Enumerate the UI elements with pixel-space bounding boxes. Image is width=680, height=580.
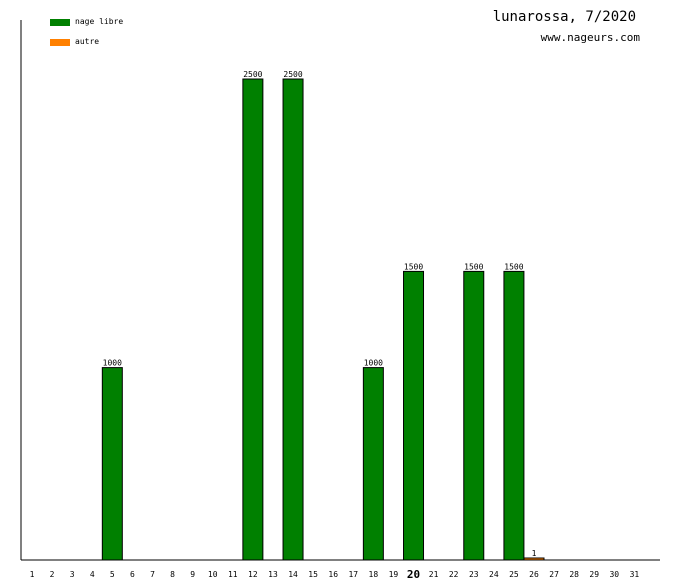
x-tick-label-8: 8 xyxy=(170,570,175,579)
bar-nage-libre-day-25 xyxy=(503,270,525,561)
x-tick-label-22: 22 xyxy=(449,570,459,579)
x-tick-label-1: 1 xyxy=(30,570,35,579)
x-tick-label-9: 9 xyxy=(190,570,195,579)
x-tick-label-30: 30 xyxy=(609,570,619,579)
x-tick-label-29: 29 xyxy=(589,570,599,579)
bar-nage-libre-day-14 xyxy=(282,78,304,561)
x-tick-label-3: 3 xyxy=(70,570,75,579)
data-label-nage-libre-day-5: 1000 xyxy=(103,359,122,368)
legend-swatch-autre xyxy=(50,39,70,46)
x-tick-label-17: 17 xyxy=(348,570,358,579)
legend-swatch-nage-libre xyxy=(50,19,70,26)
site-url: www.nageurs.com xyxy=(540,31,640,44)
data-label-nage-libre-day-18: 1000 xyxy=(364,359,383,368)
data-label-nage-libre-day-14: 2500 xyxy=(283,70,302,79)
x-tick-label-16: 16 xyxy=(328,570,338,579)
legend-label-autre: autre xyxy=(75,37,100,46)
x-tick-label-2: 2 xyxy=(50,570,55,579)
data-label-autre-day-26: 1 xyxy=(532,549,537,558)
x-tick-label-18: 18 xyxy=(369,570,379,579)
x-tick-label-11: 11 xyxy=(228,570,238,579)
bar-nage-libre-day-20 xyxy=(403,270,425,561)
x-tick-label-19: 19 xyxy=(389,570,399,579)
x-tick-label-27: 27 xyxy=(549,570,559,579)
x-tick-label-15: 15 xyxy=(308,570,318,579)
bar-nage-libre-day-18 xyxy=(362,367,384,561)
data-label-nage-libre-day-25: 1500 xyxy=(504,262,523,271)
x-tick-label-20: 20 xyxy=(407,568,420,580)
data-label-nage-libre-day-23: 1500 xyxy=(464,262,483,271)
bar-nage-libre-day-12 xyxy=(242,78,264,561)
x-tick-label-7: 7 xyxy=(150,570,155,579)
data-label-nage-libre-day-20: 1500 xyxy=(404,262,423,271)
x-tick-label-4: 4 xyxy=(90,570,95,579)
x-tick-label-21: 21 xyxy=(429,570,439,579)
bar-nage-libre-day-23 xyxy=(463,270,485,561)
x-tick-label-13: 13 xyxy=(268,570,278,579)
data-label-nage-libre-day-12: 2500 xyxy=(243,70,262,79)
x-tick-label-6: 6 xyxy=(130,570,135,579)
bar-nage-libre-day-5 xyxy=(101,367,123,561)
x-tick-label-10: 10 xyxy=(208,570,218,579)
x-tick-label-24: 24 xyxy=(489,570,499,579)
x-tick-label-12: 12 xyxy=(248,570,258,579)
x-tick-label-26: 26 xyxy=(529,570,539,579)
legend-label-nage-libre: nage libre xyxy=(75,17,124,26)
x-tick-label-31: 31 xyxy=(630,570,640,579)
x-tick-label-28: 28 xyxy=(569,570,579,579)
x-tick-label-5: 5 xyxy=(110,570,115,579)
bar-autre-day-26 xyxy=(523,557,545,561)
chart-title: lunarossa, 7/2020 xyxy=(492,9,636,25)
x-tick-label-25: 25 xyxy=(509,570,519,579)
x-tick-label-23: 23 xyxy=(469,570,479,579)
x-tick-label-14: 14 xyxy=(288,570,298,579)
